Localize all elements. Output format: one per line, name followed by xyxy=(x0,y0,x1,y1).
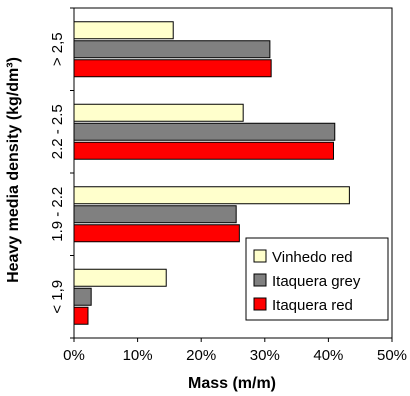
bar-vinhedo-red xyxy=(73,268,167,287)
x-tick-label: 50% xyxy=(377,347,407,364)
y-axis-ticks: < 1,9 1.9 - 2.2 2.2 - 2.5 > 2,5 xyxy=(49,7,74,339)
y-axis-title: Heavy media density (kg/dm³) xyxy=(5,57,22,283)
bar-vinhedo-red xyxy=(73,103,244,122)
legend: Vinhedo red Itaquera grey Itaquera red xyxy=(245,237,389,321)
x-tick-label: 10% xyxy=(123,347,153,364)
bar-itaquera-grey xyxy=(73,287,92,306)
legend-label: Vinhedo red xyxy=(272,249,353,266)
bar-itaquera-grey xyxy=(73,205,237,224)
x-tick-label: 20% xyxy=(186,347,216,364)
legend-swatch xyxy=(253,273,267,287)
legend-label: Itaquera red xyxy=(272,297,353,314)
x-axis-ticks: 0% 10% 20% 30% 40% 50% xyxy=(63,338,407,364)
bar-vinhedo-red xyxy=(73,21,174,40)
x-tick-label: 30% xyxy=(250,347,280,364)
legend-label: Itaquera grey xyxy=(272,273,361,290)
legend-box xyxy=(245,237,389,321)
x-axis-title: Mass (m/m) xyxy=(188,375,276,392)
bar-itaquera-red xyxy=(73,141,334,160)
bar-itaquera-grey xyxy=(73,122,336,141)
bar-itaquera-grey xyxy=(73,40,271,59)
plot-area xyxy=(73,7,393,339)
bar-itaquera-red xyxy=(73,224,240,243)
y-tick-label: > 2,5 xyxy=(49,32,66,66)
bar-itaquera-red xyxy=(73,59,272,78)
y-tick-label: 1.9 - 2.2 xyxy=(49,187,66,242)
x-tick-label: 0% xyxy=(63,347,85,364)
bar-itaquera-red xyxy=(73,306,89,325)
legend-swatch xyxy=(253,297,267,311)
legend-swatch xyxy=(253,249,267,263)
y-tick-label: 2.2 - 2.5 xyxy=(49,104,66,159)
x-tick-label: 40% xyxy=(313,347,343,364)
y-tick-label: < 1,9 xyxy=(49,280,66,314)
bar-vinhedo-red xyxy=(73,186,350,205)
